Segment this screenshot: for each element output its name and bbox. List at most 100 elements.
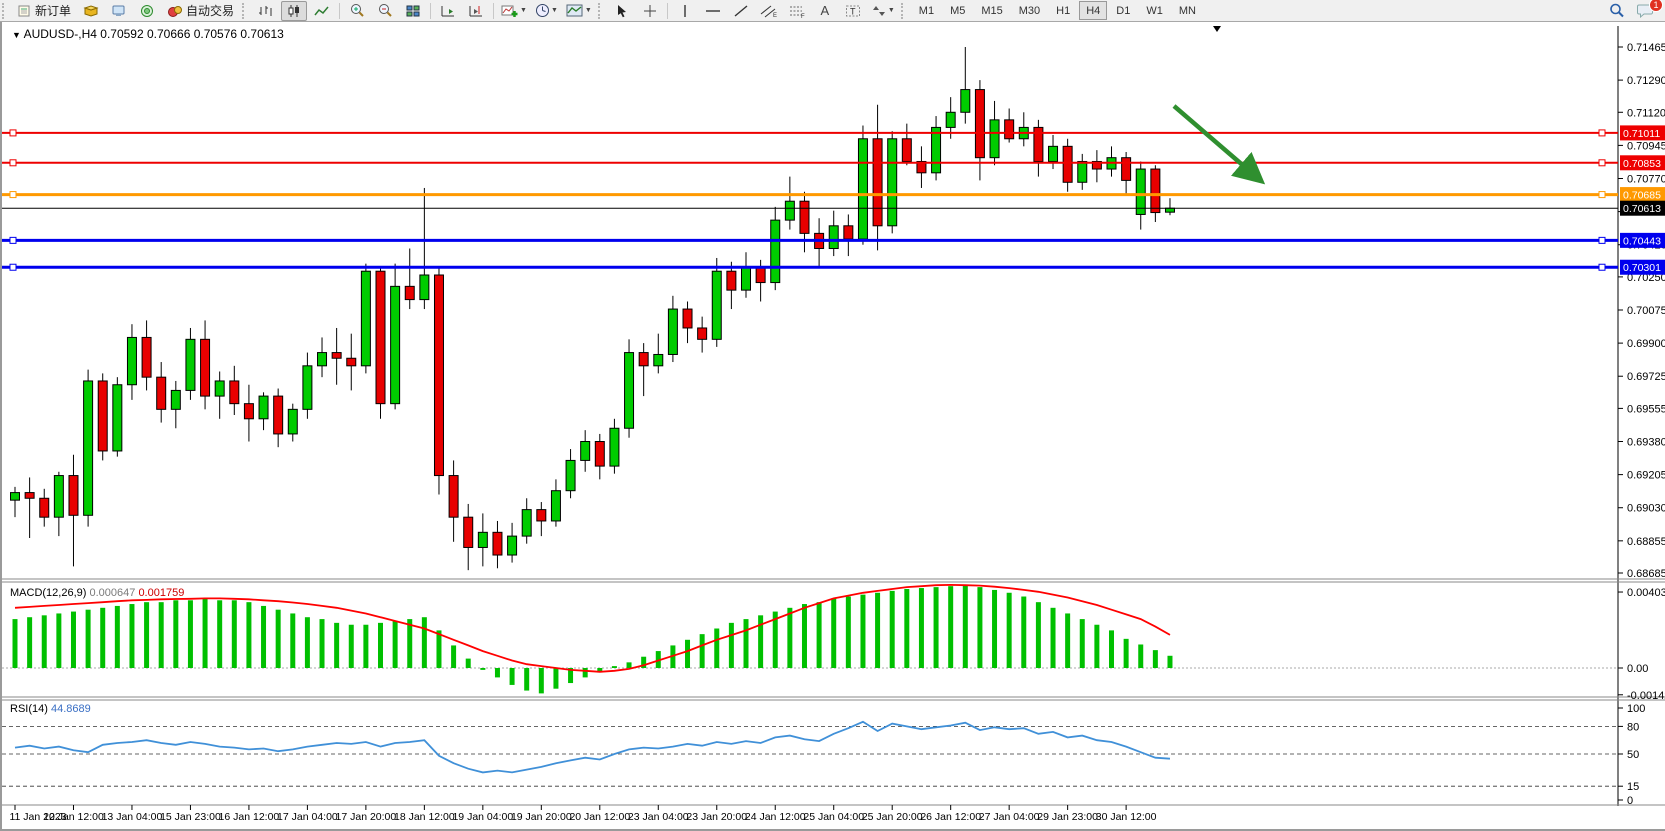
zoom-out-button[interactable] — [372, 1, 398, 21]
new-order-label: 新订单 — [35, 4, 72, 18]
macd-histogram-bar — [699, 634, 705, 668]
toolbar-grip[interactable] — [900, 2, 909, 19]
macd-histogram-bar — [465, 658, 471, 668]
toolbar-grip[interactable] — [2, 2, 10, 19]
macd-histogram-bar — [831, 598, 837, 668]
period-button[interactable]: ▼ — [532, 1, 561, 21]
macd-histogram-bar — [1021, 596, 1027, 668]
templates-button[interactable]: ▼ — [563, 1, 595, 21]
chart-title-marker[interactable]: ▼ — [12, 30, 21, 40]
macd-histogram-bar — [494, 668, 500, 678]
text-label-button[interactable]: T — [840, 1, 866, 21]
timeframe-M5[interactable]: M5 — [950, 4, 966, 17]
equidistant-channel-button[interactable]: E — [756, 1, 782, 21]
macd-histogram-bar — [261, 605, 267, 668]
macd-histogram-bar — [655, 651, 661, 668]
chart-canvas[interactable]: 0.71465 0.71290 0.71120 0.70945 0.70770 0.705… — [2, 22, 1665, 829]
time-axis-label: 23 Jan 20:00 — [686, 811, 747, 823]
candle — [39, 497, 50, 518]
line-handle[interactable] — [1598, 236, 1606, 244]
auto-scroll-button[interactable] — [435, 1, 461, 21]
timeframe-M1[interactable]: M1 — [918, 4, 935, 17]
macd-histogram-bar — [1006, 592, 1012, 668]
macd-histogram-bar — [27, 617, 33, 668]
horizontal-line-button[interactable] — [700, 1, 726, 21]
price-axis-label: 0.71465 — [1627, 42, 1665, 54]
line-chart-button[interactable] — [309, 1, 335, 21]
macd-histogram-bar — [319, 619, 325, 668]
candle — [287, 408, 298, 435]
line-handle[interactable] — [9, 263, 17, 271]
templates-dropdown-caret[interactable]: ▼ — [584, 7, 592, 14]
search-button[interactable] — [1604, 1, 1630, 21]
line-handle[interactable] — [9, 129, 17, 137]
timeframe-MN[interactable]: MN — [1178, 4, 1196, 17]
macd-histogram-bar — [597, 668, 603, 672]
candle — [1048, 145, 1059, 162]
fibonacci-button[interactable]: F — [784, 1, 810, 21]
cursor-button[interactable] — [609, 1, 635, 21]
data-window-button[interactable] — [106, 1, 132, 21]
time-axis-label: 20 Jan 12:00 — [569, 811, 630, 823]
candle — [945, 111, 956, 128]
vertical-line-button[interactable] — [672, 1, 698, 21]
line-handle[interactable] — [1598, 191, 1606, 199]
clock-icon — [535, 4, 549, 17]
candle — [1004, 119, 1015, 140]
rsi-name: RSI(14) — [10, 703, 48, 715]
macd-histogram-bar — [1152, 650, 1158, 668]
macd-histogram-bar — [538, 668, 544, 694]
timeframe-M30[interactable]: M30 — [1018, 4, 1041, 17]
macd-histogram-bar — [524, 668, 530, 691]
candle — [170, 389, 181, 410]
period-dropdown-caret[interactable]: ▼ — [550, 7, 558, 14]
toolbar-grip[interactable] — [242, 2, 250, 19]
line-handle[interactable] — [9, 191, 17, 199]
zoom-in-button[interactable] — [344, 1, 370, 21]
macd-histogram-bar — [962, 585, 968, 668]
text-button[interactable]: A — [820, 3, 830, 18]
line-handle[interactable] — [9, 236, 17, 244]
signals-button[interactable] — [134, 1, 160, 21]
notifications-button[interactable]: 1 — [1632, 0, 1663, 21]
arrows-button[interactable]: ▼ — [868, 1, 898, 21]
shift-marker[interactable] — [1213, 26, 1221, 32]
arrows-dropdown-caret[interactable]: ▼ — [887, 7, 895, 14]
line-handle[interactable] — [1598, 263, 1606, 271]
candlestick-chart-button[interactable] — [281, 0, 308, 21]
candle — [126, 336, 137, 386]
time-axis-label: 17 Jan 20:00 — [336, 811, 397, 823]
trend-arrow-object[interactable] — [1172, 104, 1266, 185]
market-watch-button[interactable] — [78, 1, 104, 21]
line-handle[interactable] — [1598, 129, 1606, 137]
chart-shift-button[interactable] — [463, 1, 489, 21]
new-order-button[interactable]: 新订单 — [13, 1, 76, 21]
crosshair-button[interactable] — [637, 1, 663, 21]
timeframe-D1[interactable]: D1 — [1116, 4, 1131, 17]
timeframe-M15[interactable]: M15 — [981, 4, 1003, 17]
line-handle[interactable] — [9, 159, 17, 167]
indicators-button[interactable]: ▼ — [498, 1, 530, 21]
indicators-dropdown-caret[interactable]: ▼ — [520, 7, 527, 14]
trendline-icon — [734, 4, 748, 17]
bar-chart-button[interactable] — [253, 1, 279, 21]
time-axis-label: 16 Jan 12:00 — [219, 811, 280, 823]
macd-histogram-bar — [173, 600, 179, 668]
macd-histogram-bar — [582, 668, 588, 678]
trendline-button[interactable] — [728, 1, 754, 21]
toolbar-grip[interactable] — [597, 2, 606, 19]
price-axis-label: 0.69030 — [1627, 503, 1665, 515]
timeframe-W1[interactable]: W1 — [1146, 4, 1163, 17]
candle — [931, 126, 942, 174]
auto-trading-button[interactable]: 自动交易 — [162, 1, 239, 21]
candle — [53, 475, 64, 518]
timeframe-H1[interactable]: H1 — [1056, 4, 1071, 17]
line-handle[interactable] — [1598, 159, 1606, 167]
candle — [200, 338, 211, 397]
macd-histogram-bar — [611, 666, 617, 668]
tile-windows-button[interactable] — [400, 1, 426, 21]
macd-histogram-bar — [714, 628, 720, 668]
macd-histogram-bar — [304, 617, 310, 668]
timeframe-H4[interactable]: H4 — [1079, 1, 1108, 20]
